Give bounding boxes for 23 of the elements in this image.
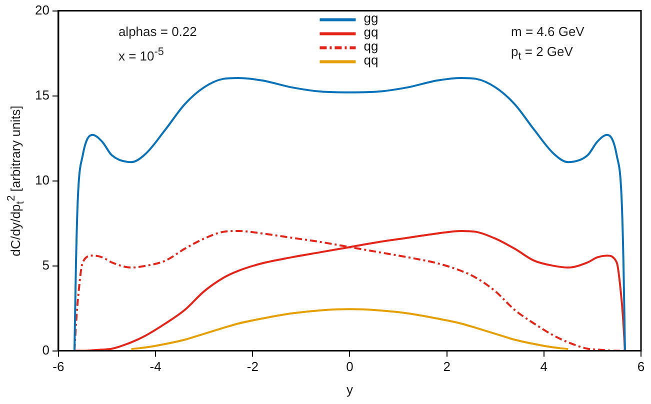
x-tick-label: 6 bbox=[637, 359, 645, 374]
x-tick-label: -2 bbox=[246, 359, 258, 374]
annotation: p$_{t}$ = 2 GeV bbox=[511, 42, 573, 64]
line-series bbox=[130, 308, 570, 350]
legend-label: qq bbox=[364, 52, 378, 68]
line-series bbox=[73, 76, 626, 351]
y-tick-label: 0 bbox=[42, 342, 50, 358]
x-tick-label: 2 bbox=[443, 359, 450, 374]
annotation: m = 4.6 GeV bbox=[511, 22, 584, 41]
legend-label: qg bbox=[364, 38, 378, 54]
y-tick-label: 10 bbox=[34, 172, 50, 188]
x-tick-label: 4 bbox=[540, 359, 548, 374]
x-axis-title: y bbox=[346, 382, 354, 397]
y-tick-label: 20 bbox=[34, 2, 50, 18]
legend-label: gg bbox=[364, 10, 378, 26]
annotation: alphas = 0.22 bbox=[118, 22, 197, 41]
x-tick-label: -4 bbox=[150, 359, 162, 374]
annotation: x = 10$^{-5}$ bbox=[118, 44, 164, 66]
y-tick-label: 5 bbox=[42, 257, 50, 272]
x-tick-label: 0 bbox=[346, 359, 354, 374]
x-tick-label: -6 bbox=[52, 359, 64, 374]
legend-label: gq bbox=[364, 24, 378, 40]
y-tick-label: 15 bbox=[34, 87, 50, 102]
